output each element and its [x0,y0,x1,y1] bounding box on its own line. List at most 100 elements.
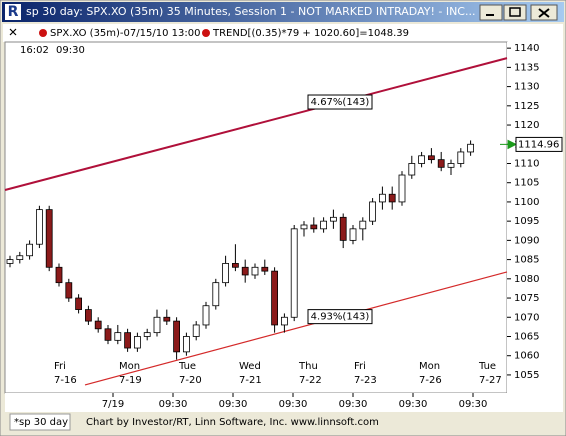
candle-body [418,155,426,164]
time-label: 09:30 [159,399,188,410]
candle-body [398,174,406,203]
candle-body [388,193,396,203]
time-label: 09:30 [399,399,428,410]
legend-dot [202,29,210,37]
candle-body [280,316,288,326]
candle-body [329,216,337,222]
candle-body [6,259,14,264]
y-tick-label: 1100 [514,197,539,208]
price-axis [507,42,563,393]
trend-line [84,271,508,386]
minimize-button[interactable] [479,4,503,21]
candle-body [300,224,308,230]
trend-label: 4.93%(143) [311,312,370,323]
candle-body [16,255,24,260]
legend-dot [39,29,47,37]
svg-text:R: R [8,4,19,20]
y-tick-label: 1130 [514,82,539,93]
y-tick-label: 1090 [514,235,539,246]
date-label: 7-21 [239,375,262,386]
candle-body [408,163,416,176]
candle-body [447,163,455,168]
last-price-label: 1114.96 [518,139,559,150]
date-label: 7-27 [479,375,502,386]
time-label: 09:30 [219,399,248,410]
candle-body [65,282,73,299]
candle-body [467,143,475,153]
date-label: 7-20 [179,375,202,386]
candle-body [182,336,190,353]
close-button[interactable] [530,4,558,21]
candle-body [231,263,239,268]
legend-symbol: SPX.XO (35m)-07/15/10 13:00 [50,28,200,39]
candle-body [320,220,328,230]
plot-area [4,41,508,394]
time-label: 09:30 [279,399,308,410]
candle-body [427,155,435,161]
app-icon: R [5,4,21,20]
candle-body [124,332,131,349]
y-tick-label: 1125 [514,101,539,112]
day-label: Mon [119,361,140,372]
day-label: Tue [178,361,196,372]
day-label: Thu [298,361,318,372]
time-label: 09:30 [459,399,488,410]
credit-text: Chart by Investor/RT, Linn Software, Inc… [86,417,379,428]
candle-body [173,320,181,353]
legend-indicator: TREND[(0.35)*79 + 1020.60]=1048.39 [212,28,409,39]
candle-body [261,266,269,272]
y-tick-label: 1080 [514,274,539,285]
candle-body [339,216,347,241]
window-title: sp 30 day: SPX.XO (35m) 35 Minutes, Sess… [26,5,475,18]
y-tick-label: 1095 [514,216,539,227]
sheet-tab-label: *sp 30 day [14,417,68,428]
date-label: 7-26 [419,375,442,386]
y-tick-label: 1105 [514,178,539,189]
candle-body [55,266,63,284]
candle-body [192,324,200,337]
trend-line [4,57,508,191]
candle-body [163,316,171,322]
legend-bar [3,24,563,42]
sheet-tab[interactable] [9,413,71,431]
candle-body [290,228,298,318]
y-tick-label: 1140 [514,43,539,54]
candle-body [271,270,279,326]
date-label: 7-22 [299,375,322,386]
legend-close-icon[interactable] [9,28,17,36]
candle-body [26,243,34,257]
session-time: 16:02 [20,45,49,56]
y-tick-label: 1055 [514,370,539,381]
candle-body [369,201,377,222]
candle-body [241,266,249,276]
candle-body [36,209,43,245]
candle-body [202,305,210,326]
candle-body [114,332,122,341]
y-tick-label: 1060 [514,351,539,362]
day-label: Tue [478,361,496,372]
candle-body [75,297,82,310]
candle-body [359,220,367,230]
maximize-button[interactable] [503,4,527,21]
date-label: 7-23 [354,375,377,386]
session-time: 09:30 [56,45,85,56]
y-tick-label: 1135 [514,62,539,73]
candle-body [212,282,220,307]
candle-body [45,209,53,268]
y-tick-label: 1070 [514,312,539,323]
last-price-arrow [500,139,518,150]
y-tick-label: 1065 [514,331,539,342]
y-tick-label: 1075 [514,293,539,304]
y-tick-label: 1085 [514,255,539,266]
day-label: Fri [354,361,366,372]
title-bar [2,2,564,22]
last-price-box [515,136,563,152]
y-tick-label: 1110 [514,158,539,169]
candle-body [457,151,465,164]
candle-body [143,332,151,337]
trend-label-box [307,94,373,110]
date-label: 7-16 [54,375,77,386]
candle-body [251,266,259,276]
candle-body [94,320,102,330]
candle-body [349,228,357,241]
